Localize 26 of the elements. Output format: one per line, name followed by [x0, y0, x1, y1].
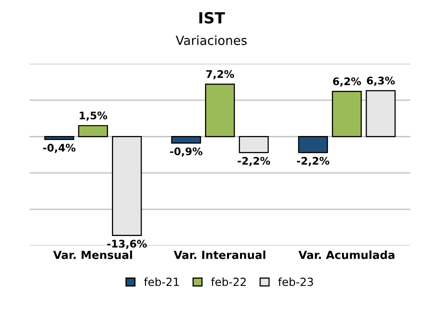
data-label: 6,2%	[333, 77, 361, 87]
chart-subtitle: Variaciones	[176, 35, 247, 46]
data-label: 7,2%	[206, 70, 234, 80]
bar	[44, 136, 74, 140]
bar	[366, 90, 396, 138]
bar	[205, 84, 235, 138]
data-label: -0,9%	[170, 147, 202, 157]
data-label: -2,2%	[296, 156, 330, 166]
x-tick-label: Var. Interanual	[174, 250, 266, 260]
bar	[78, 125, 108, 138]
bar	[171, 136, 202, 144]
data-label: 1,5%	[80, 112, 108, 121]
x-tick-label: Var. Acumulada	[298, 250, 394, 260]
data-label: -13,6%	[107, 240, 147, 250]
chart-title: IST	[199, 12, 225, 24]
data-label: 6,3%	[366, 76, 395, 86]
legend-label: feb-22	[211, 277, 246, 286]
data-label: -0,4%	[43, 144, 76, 153]
legend-label: feb-21	[144, 277, 179, 286]
bar	[238, 136, 269, 154]
x-tick-label: Var. Mensual	[53, 250, 132, 260]
bar	[298, 136, 328, 154]
data-label: -2,2%	[238, 156, 270, 166]
legend-label: feb-23	[278, 277, 313, 286]
bar	[112, 136, 142, 236]
bar	[332, 90, 362, 138]
